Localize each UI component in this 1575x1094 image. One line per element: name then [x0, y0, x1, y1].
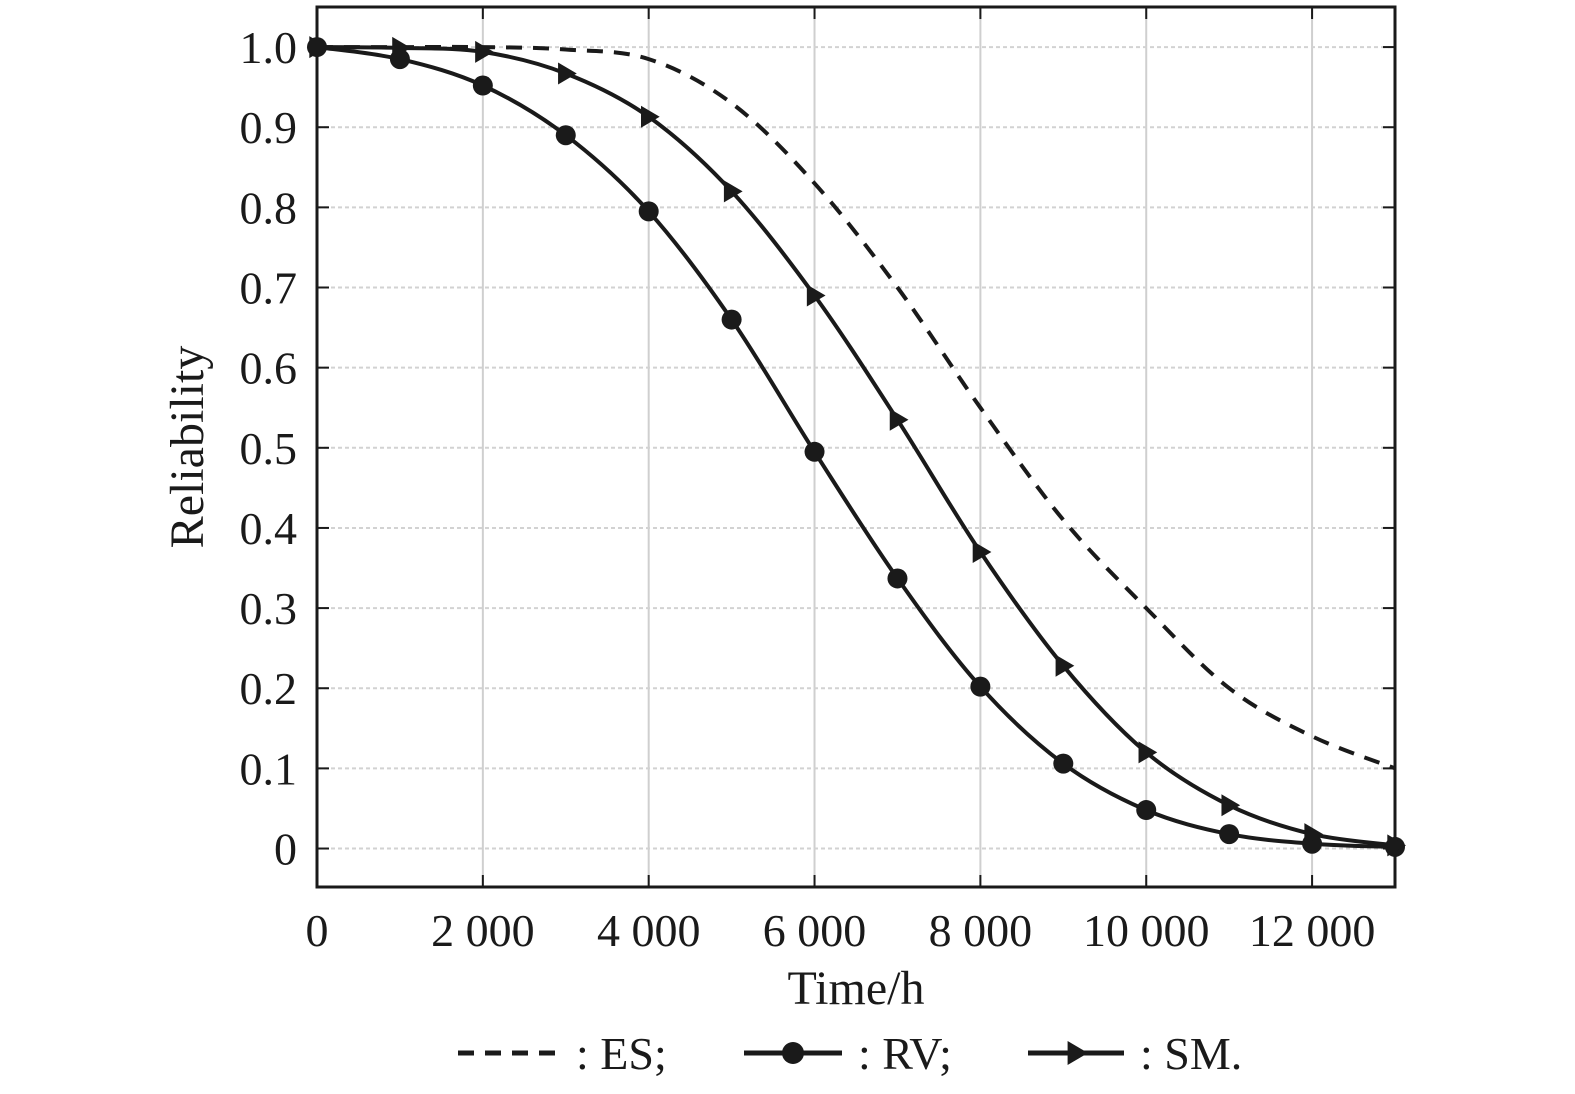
data-point-sm: [723, 180, 743, 203]
legend-item-rv: : RV;: [744, 1028, 952, 1079]
y-tick-label: 0.5: [240, 423, 298, 474]
series-es: [316, 44, 1396, 771]
y-tick-label: 1.0: [240, 22, 298, 73]
grid: [317, 7, 1395, 887]
data-point-sm: [1138, 741, 1158, 764]
data-point-rv: [472, 75, 493, 96]
data-point-rv: [804, 441, 825, 462]
data-point-rv: [555, 125, 576, 146]
series-line-sm: [316, 45, 1396, 848]
data-point-rv: [1053, 753, 1074, 774]
x-axis-title: Time/h: [788, 962, 925, 1015]
x-tick-label: 12 000: [1249, 905, 1376, 956]
y-tick-label: 0: [274, 824, 297, 875]
x-tick-labels: 0 2 000 4 000 6 000 8 000 10 000 12 000: [306, 905, 1376, 956]
data-point-rv: [1136, 800, 1157, 821]
data-point-rv: [970, 676, 991, 697]
legend-marker-sm: [1067, 1041, 1088, 1065]
x-tick-label: 2 000: [431, 905, 535, 956]
legend-label-es: : ES;: [576, 1028, 667, 1079]
x-tick-label: 6 000: [763, 905, 867, 956]
y-tick-label: 0.4: [240, 503, 298, 554]
y-tick-label: 0.2: [240, 663, 298, 714]
y-tick-label: 0.8: [240, 182, 298, 233]
data-point-rv: [887, 568, 908, 589]
legend: : ES; : RV; : SM.: [458, 1028, 1242, 1079]
x-tick-label: 10 000: [1083, 905, 1210, 956]
data-point-sm: [475, 40, 494, 63]
data-point-sm: [972, 540, 992, 563]
axis-ticks: [316, 7, 1395, 887]
data-point-rv: [721, 309, 742, 330]
y-tick-label: 0.6: [240, 343, 298, 394]
series-sm: [309, 36, 1406, 857]
series-line-es: [316, 44, 1396, 771]
y-tick-label: 0.3: [240, 583, 298, 634]
x-tick-label: 0: [306, 905, 329, 956]
data-point-rv: [1219, 824, 1240, 845]
legend-item-es: : ES;: [458, 1028, 667, 1079]
legend-marker-rv: [782, 1042, 804, 1064]
data-point-sm: [889, 408, 909, 431]
data-point-rv: [638, 201, 659, 222]
y-tick-label: 0.7: [240, 263, 298, 314]
series-layer: [307, 36, 1406, 857]
legend-label-rv: : RV;: [858, 1028, 952, 1079]
legend-item-sm: : SM.: [1028, 1028, 1242, 1079]
series-line-rv: [316, 45, 1396, 849]
data-point-sm: [558, 62, 577, 85]
data-point-sm: [1304, 823, 1324, 846]
data-point-sm: [1387, 834, 1406, 857]
data-point-sm: [1055, 654, 1075, 677]
data-point-sm: [640, 105, 660, 128]
x-tick-label: 8 000: [929, 905, 1033, 956]
legend-label-sm: : SM.: [1140, 1028, 1242, 1079]
data-point-sm: [1221, 794, 1241, 817]
data-point-sm: [392, 36, 411, 59]
y-tick-labels: 0 0.1 0.2 0.3 0.4 0.5 0.6 0.7 0.8 0.9 1.0: [240, 22, 298, 874]
y-tick-label: 0.9: [240, 102, 298, 153]
x-tick-label: 4 000: [597, 905, 701, 956]
series-rv: [307, 37, 1405, 857]
y-tick-label: 0.1: [240, 743, 298, 794]
data-point-sm: [806, 284, 826, 307]
y-axis-title: Reliability: [161, 346, 214, 549]
